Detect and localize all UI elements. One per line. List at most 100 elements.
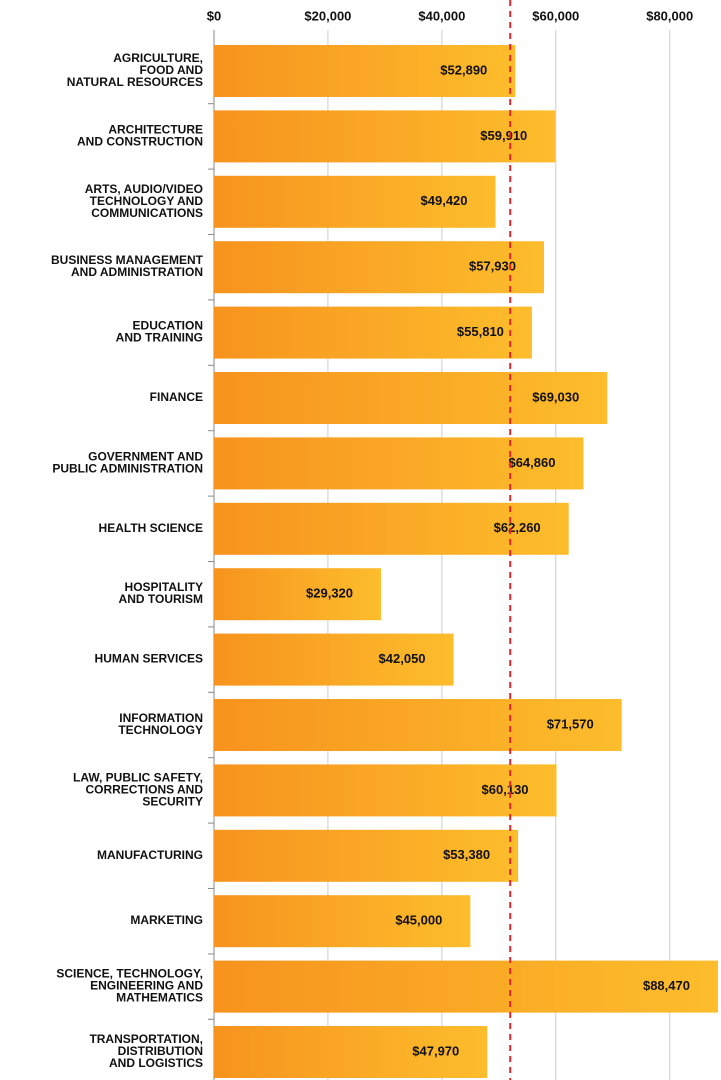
category-line: MANUFACTURING: [97, 848, 203, 862]
category-label: FINANCE: [150, 390, 203, 404]
category-line: PUBLIC ADMINISTRATION: [52, 462, 203, 476]
bar: [214, 1026, 488, 1078]
category-line: AND ADMINISTRATION: [71, 265, 203, 279]
category-label: BUSINESS MANAGEMENT AND ADMINISTRATION: [51, 253, 204, 279]
value-label: $52,890: [440, 62, 487, 77]
bar: [214, 175, 496, 228]
bar: [214, 306, 532, 359]
bar-group: $52,890: [214, 45, 516, 97]
value-label: $69,030: [532, 389, 579, 404]
category-line: TECHNOLOGY: [118, 723, 203, 737]
bar: [214, 568, 382, 621]
value-label: $62,260: [494, 520, 541, 535]
category-line: AGRICULTURE,: [113, 51, 203, 65]
value-label: $45,000: [395, 913, 442, 928]
value-label: $59,910: [480, 128, 527, 143]
bar: [214, 372, 608, 424]
category-line: LAW, PUBLIC SAFETY,: [73, 771, 203, 785]
category-line: FINANCE: [150, 390, 203, 404]
bar-group: $47,970: [214, 1026, 488, 1078]
category-line: MARKETING: [130, 913, 203, 927]
bar: [214, 960, 718, 1013]
bar-group: $42,050: [214, 633, 454, 686]
bar-group: $53,380: [214, 829, 519, 882]
bar: [214, 110, 556, 163]
category-line: AND LOGISTICS: [109, 1056, 203, 1070]
bar-group: $62,260: [214, 502, 569, 555]
category-label: TRANSPORTATION, DISTRIBUTION AND LOGISTICS: [89, 1032, 203, 1070]
bar: [214, 829, 519, 882]
category-line: HEALTH SCIENCE: [99, 521, 203, 535]
bar-group: $59,910: [214, 110, 556, 163]
value-label: $53,380: [443, 847, 490, 862]
category-line: INFORMATION: [119, 711, 203, 725]
value-label: $47,970: [412, 1043, 459, 1058]
category-line: ARTS, AUDIO/VIDEO: [85, 182, 203, 196]
category-line: TECHNOLOGY AND: [90, 194, 204, 208]
value-label: $88,470: [643, 978, 690, 993]
category-line: MATHEMATICS: [116, 991, 203, 1005]
x-tick-label: $20,000: [304, 8, 351, 23]
category-line: COMMUNICATIONS: [91, 206, 203, 220]
bar-group: $88,470: [214, 960, 718, 1013]
bar-group: $69,030: [214, 372, 608, 424]
category-line: AND CONSTRUCTION: [77, 135, 203, 149]
category-line: AND TOURISM: [119, 592, 203, 606]
category-line: BUSINESS MANAGEMENT: [51, 253, 204, 267]
bar: [214, 764, 557, 817]
bar: [214, 895, 471, 948]
category-label: AGRICULTURE, FOOD AND NATURAL RESOURCES: [67, 51, 204, 89]
bar-group: $55,810: [214, 306, 532, 359]
category-label: GOVERNMENT AND PUBLIC ADMINISTRATION: [52, 450, 203, 476]
bar-group: $49,420: [214, 175, 496, 228]
category-line: GOVERNMENT AND: [88, 450, 203, 464]
bar-group: $64,860: [214, 437, 584, 490]
bar-group: $45,000: [214, 895, 471, 948]
bar: [214, 699, 622, 751]
category-line: AND TRAINING: [116, 331, 203, 345]
bar: [214, 633, 454, 686]
value-label: $64,860: [508, 455, 555, 470]
value-label: $60,130: [482, 782, 529, 797]
category-line: SCIENCE, TECHNOLOGY,: [56, 967, 203, 981]
x-tick-label: $0: [207, 8, 221, 23]
category-label: HUMAN SERVICES: [95, 652, 203, 666]
bar-group: $60,130: [214, 764, 557, 817]
bar-group: $57,930: [214, 241, 545, 294]
x-tick-label: $80,000: [646, 8, 693, 23]
category-label: HEALTH SCIENCE: [99, 521, 203, 535]
category-label: MANUFACTURING: [97, 848, 203, 862]
value-label: $55,810: [457, 324, 504, 339]
x-tick-label: $60,000: [532, 8, 579, 23]
category-line: FOOD AND: [139, 63, 203, 77]
category-label: MARKETING: [130, 913, 203, 927]
category-label: SCIENCE, TECHNOLOGY, ENGINEERING AND MATHE…: [56, 967, 203, 1005]
category-label: ARTS, AUDIO/VIDEO TECHNOLOGY AND COMMUNICA…: [85, 182, 204, 220]
category-line: CORRECTIONS AND: [85, 783, 203, 797]
category-line: NATURAL RESOURCES: [67, 75, 203, 89]
value-label: $71,570: [547, 716, 594, 731]
bar: [214, 241, 545, 294]
category-label: ARCHITECTURE AND CONSTRUCTION: [77, 123, 203, 149]
category-line: ARCHITECTURE: [108, 123, 203, 137]
x-tick-label: $40,000: [418, 8, 465, 23]
category-line: HUMAN SERVICES: [95, 652, 203, 666]
category-label: LAW, PUBLIC SAFETY, CORRECTIONS AND SECURI…: [73, 771, 203, 809]
value-label: $49,420: [421, 193, 468, 208]
bar: [214, 45, 516, 97]
category-line: DISTRIBUTION: [118, 1044, 203, 1058]
category-line: TRANSPORTATION,: [89, 1032, 203, 1046]
category-label: INFORMATION TECHNOLOGY: [118, 711, 203, 737]
bar: [214, 437, 584, 490]
bar-group: $29,320: [214, 568, 382, 621]
category-line: EDUCATION: [133, 319, 203, 333]
value-label: $29,320: [306, 586, 353, 601]
value-label: $57,930: [469, 259, 516, 274]
value-label: $42,050: [379, 651, 426, 666]
category-line: SECURITY: [142, 795, 203, 809]
category-label: HOSPITALITY AND TOURISM: [119, 580, 203, 606]
category-line: ENGINEERING AND: [90, 979, 203, 993]
category-line: HOSPITALITY: [125, 580, 203, 594]
category-label: EDUCATION AND TRAINING: [116, 319, 203, 345]
